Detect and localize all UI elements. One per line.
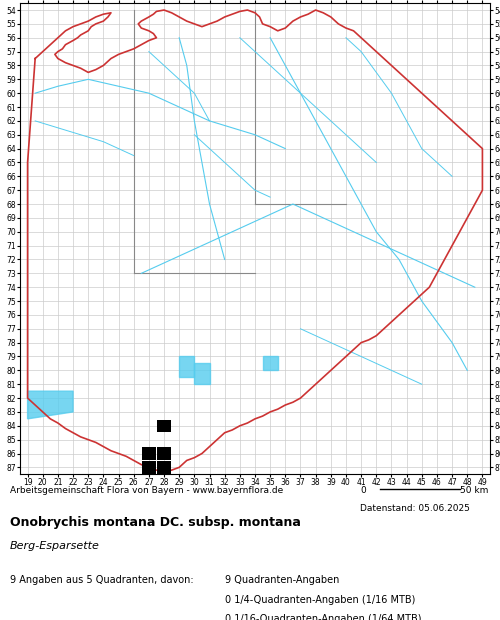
Text: 0 1/4-Quadranten-Angaben (1/16 MTB): 0 1/4-Quadranten-Angaben (1/16 MTB) [225,595,416,604]
Polygon shape [194,363,210,384]
Polygon shape [28,391,73,419]
Text: 50 km: 50 km [460,486,488,495]
Text: 0 1/16-Quadranten-Angaben (1/64 MTB): 0 1/16-Quadranten-Angaben (1/64 MTB) [225,614,422,620]
Text: 9 Angaben aus 5 Quadranten, davon:: 9 Angaben aus 5 Quadranten, davon: [10,575,194,585]
Bar [157,420,171,432]
Bar [142,461,156,474]
Text: Arbeitsgemeinschaft Flora von Bayern - www.bayernflora.de: Arbeitsgemeinschaft Flora von Bayern - w… [10,486,283,495]
Text: 0: 0 [360,486,366,495]
Bar [142,447,156,460]
Text: Berg-Esparsette: Berg-Esparsette [10,541,100,551]
Bar [157,461,171,474]
Polygon shape [262,356,278,370]
Text: 9 Quadranten-Angaben: 9 Quadranten-Angaben [225,575,340,585]
Text: Datenstand: 05.06.2025: Datenstand: 05.06.2025 [360,504,470,513]
Bar [157,447,171,460]
Text: Onobrychis montana DC. subsp. montana: Onobrychis montana DC. subsp. montana [10,516,301,529]
Polygon shape [179,356,194,378]
